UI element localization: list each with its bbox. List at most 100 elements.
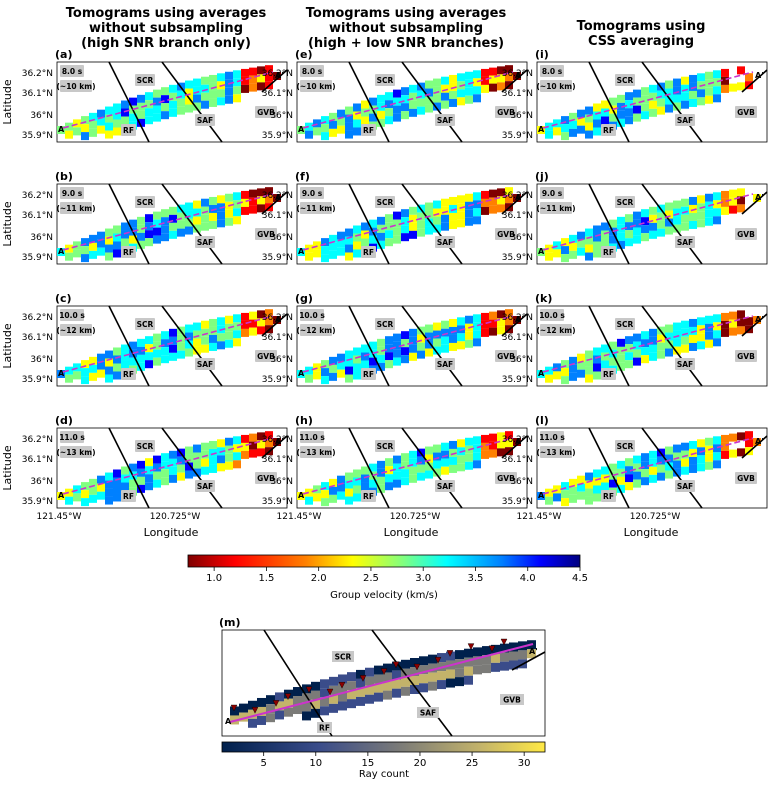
velocity-cell (569, 478, 577, 487)
latitude-tick: 36°N (270, 233, 293, 243)
velocity-cell (345, 252, 353, 261)
velocity-cell (625, 336, 633, 345)
velocity-cell (513, 437, 521, 446)
rf-label: RF (123, 370, 134, 379)
latitude-tick: 36°N (30, 355, 53, 365)
velocity-cell (201, 328, 209, 337)
scr-label: SCR (377, 442, 394, 451)
velocity-cell (633, 341, 641, 350)
column-title-3-line-2: CSS averaging (588, 34, 694, 49)
depth-label: (~10 km) (297, 82, 336, 91)
velocity-cell (705, 209, 713, 218)
station-marker (251, 707, 259, 714)
velocity-cell (705, 217, 713, 226)
velocity-cell (249, 327, 257, 336)
panel-letter: (g) (295, 292, 313, 305)
velocity-cell (89, 494, 97, 503)
velocity-cell (145, 230, 153, 239)
velocity-cell (713, 444, 721, 453)
velocity-cell (233, 78, 241, 87)
velocity-cell (249, 189, 257, 198)
velocity-cell (233, 436, 241, 445)
velocity-cell (313, 371, 321, 380)
velocity-cell (169, 108, 177, 117)
longitude-tick: 121.45°W (37, 512, 82, 522)
velocity-cell (673, 468, 681, 477)
rf-label-bg (601, 124, 616, 136)
velocity-cell (729, 327, 737, 336)
ray-cell (428, 681, 437, 691)
panel-letter: (l) (535, 414, 549, 427)
velocity-cell (65, 244, 73, 253)
velocity-cell (721, 84, 729, 93)
velocity-cell (665, 226, 673, 235)
velocity-cell (369, 357, 377, 366)
velocity-cell (409, 108, 417, 117)
profile-line (302, 71, 514, 129)
velocity-cell (473, 460, 481, 469)
velocity-cell (537, 248, 545, 256)
velocity-cell (321, 376, 329, 385)
velocity-cell (577, 125, 585, 134)
station-marker (467, 643, 475, 651)
ray-cell (410, 676, 419, 686)
saf-label: SAF (437, 238, 453, 247)
velocity-cell (585, 244, 593, 253)
velocity-cell (593, 127, 601, 136)
fault-line-saf (401, 61, 463, 143)
velocity-cell (161, 453, 169, 462)
velocity-tick-label: 1.5 (258, 573, 274, 584)
profile-end-label: A' (275, 71, 284, 80)
scr-label-bg (375, 74, 395, 86)
velocity-cell (593, 225, 601, 234)
velocity-cell (177, 212, 185, 221)
velocity-cell (249, 449, 257, 458)
velocity-cell (577, 491, 585, 500)
ray-cell (374, 674, 383, 684)
velocity-cell (513, 193, 521, 202)
velocity-cell (121, 100, 129, 109)
period-label: 10.0 s (59, 311, 85, 320)
latitude-tick: 36.1°N (262, 211, 293, 221)
velocity-cell (433, 460, 441, 469)
velocity-cell (161, 233, 169, 242)
velocity-cell (601, 466, 609, 475)
velocity-cell (745, 431, 753, 440)
velocity-cell (81, 132, 89, 141)
velocity-cell (641, 355, 649, 364)
velocity-cell (121, 466, 129, 475)
velocity-cell (713, 200, 721, 209)
scr-label: SCR (617, 320, 634, 329)
velocity-cell (689, 212, 697, 221)
velocity-cell (217, 463, 225, 472)
velocity-cell (65, 366, 73, 375)
fault-line-saf (371, 629, 453, 737)
velocity-cell (385, 108, 393, 117)
velocity-cell (377, 346, 385, 355)
velocity-cell (169, 84, 177, 93)
velocity-cell (401, 461, 409, 470)
gvb-label-bg (735, 228, 757, 240)
velocity-cell (161, 87, 169, 96)
velocity-cell (425, 324, 433, 333)
velocity-cell (193, 330, 201, 339)
latitude-tick: 36°N (30, 477, 53, 487)
velocity-cell (265, 65, 273, 74)
velocity-cell (561, 376, 569, 385)
velocity-cell (345, 228, 353, 237)
latitude-tick: 36.1°N (22, 89, 53, 99)
velocity-cell (561, 254, 569, 263)
velocity-cell (465, 461, 473, 470)
velocity-cell (385, 474, 393, 483)
ray-cell (419, 683, 428, 693)
ray-cell (473, 665, 482, 675)
velocity-cell (409, 92, 417, 101)
velocity-cell (497, 196, 505, 205)
column-title-1-line-2: without subsampling (89, 21, 243, 36)
velocity-cell (425, 470, 433, 479)
velocity-cell (233, 460, 241, 469)
velocity-cell (257, 82, 265, 91)
velocity-cell (513, 71, 521, 80)
velocity-cell (225, 461, 233, 470)
profile-end-label: A' (755, 315, 764, 324)
